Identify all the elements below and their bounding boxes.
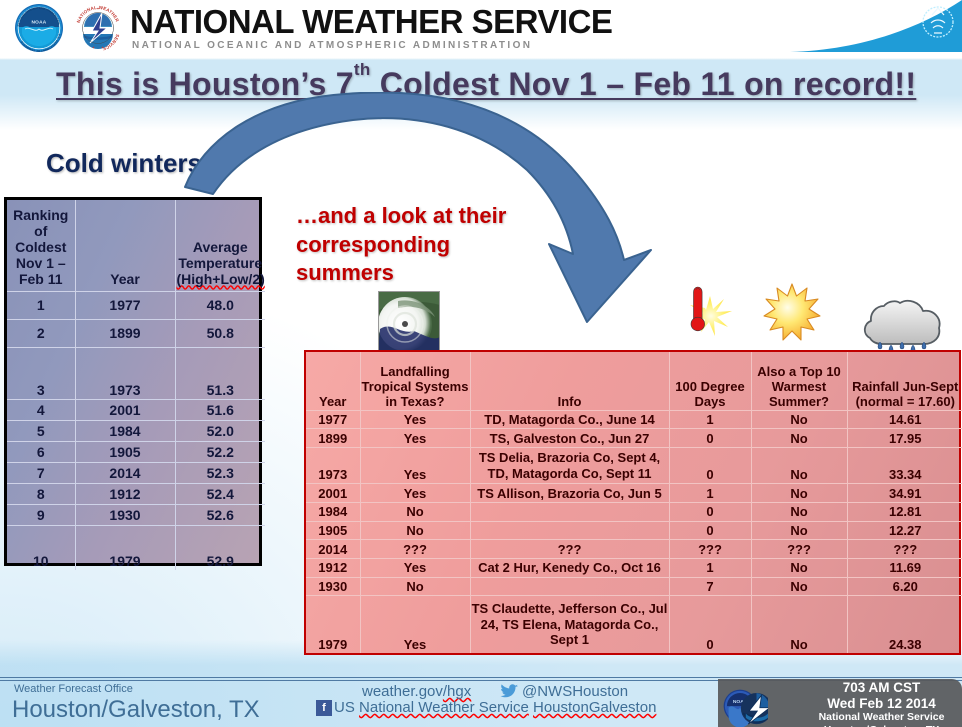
svg-text:NOAA: NOAA [32, 20, 47, 26]
